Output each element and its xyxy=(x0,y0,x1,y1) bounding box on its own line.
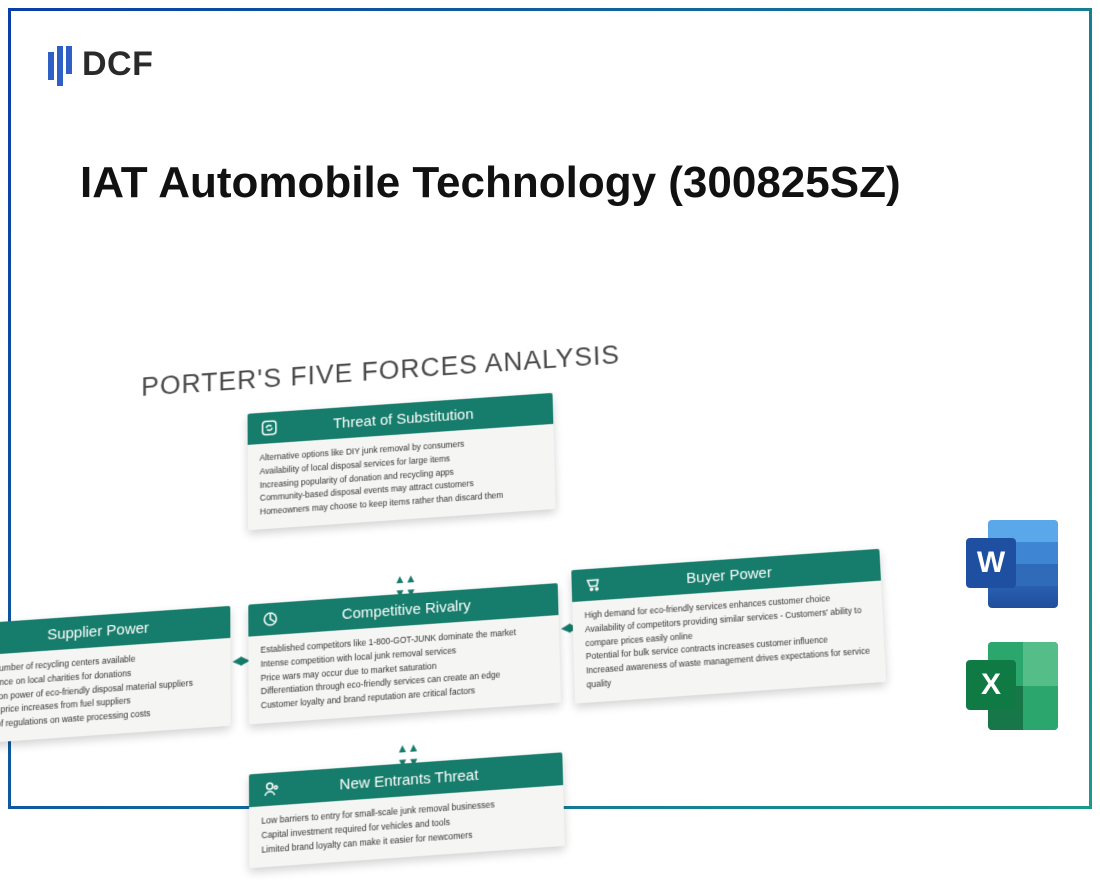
word-icon: W xyxy=(966,520,1058,608)
refresh-icon xyxy=(259,417,279,438)
connector-icon: ◀▶ xyxy=(232,653,249,668)
word-badge: W xyxy=(966,538,1016,588)
file-type-icons: W X xyxy=(966,520,1058,730)
excel-icon: X xyxy=(966,642,1058,730)
card-body: mited number of recycling centers availa… xyxy=(0,638,231,745)
card-supplier: Supplier Power mited number of recycling… xyxy=(0,606,231,745)
logo-bars-icon xyxy=(48,40,72,88)
pie-icon xyxy=(260,608,280,629)
brand-logo: DCF xyxy=(48,40,153,88)
card-entrants: New Entrants Threat Low barriers to entr… xyxy=(249,752,565,868)
user-icon xyxy=(261,778,281,800)
card-body: High demand for eco-friendly services en… xyxy=(572,581,886,704)
card-substitution: Threat of Substitution Alternative optio… xyxy=(248,393,556,530)
page-title: IAT Automobile Technology (300825SZ) xyxy=(80,158,901,209)
cart-icon xyxy=(583,574,604,595)
excel-badge: X xyxy=(966,660,1016,710)
card-rivalry: Competitive Rivalry Established competit… xyxy=(248,583,561,724)
brand-name: DCF xyxy=(82,45,153,84)
card-buyer: Buyer Power High demand for eco-friendly… xyxy=(571,549,886,703)
porters-diagram: PORTER'S FIVE FORCES ANALYSIS Threat of … xyxy=(0,334,900,856)
